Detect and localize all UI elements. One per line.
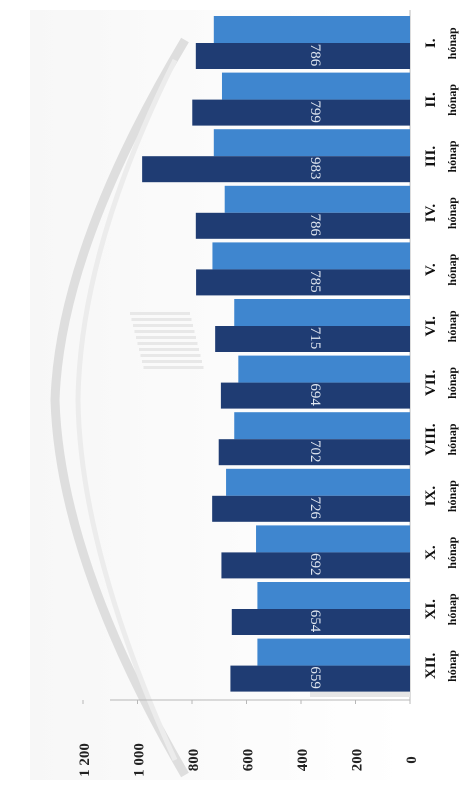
data-label: 799: [307, 100, 323, 123]
category-label-numeral: VIII.: [423, 423, 439, 455]
bar-series2: [226, 468, 410, 496]
bar-series2: [257, 638, 410, 666]
category-label-numeral: III.: [423, 146, 439, 168]
value-tick-label: 0: [404, 756, 420, 764]
background-stripe: [140, 354, 201, 357]
data-label: 692: [307, 553, 323, 576]
value-tick-label: 800: [186, 749, 202, 772]
bar-series1: [231, 609, 410, 635]
bar-series1: [192, 99, 410, 126]
bar-series2: [234, 412, 410, 440]
data-label: 786: [307, 44, 323, 67]
bar-series1: [220, 382, 410, 409]
category-label-numeral: VI.: [423, 316, 439, 337]
category-label-word: hónap: [445, 27, 459, 59]
bar-series1: [215, 326, 410, 352]
data-label: 659: [307, 666, 323, 689]
category-label-numeral: XII.: [423, 653, 439, 680]
value-tick-label: 1 000: [132, 743, 148, 777]
category-label-numeral: IV.: [423, 204, 439, 223]
background-arc: [50, 37, 189, 778]
category-label-word: hónap: [445, 650, 459, 682]
chart-labels: 0 200 400 600 800 1 000 1 200 786 I. hónap 799 II. h…: [77, 27, 459, 777]
data-label: 694: [307, 383, 323, 406]
data-label: 983: [307, 157, 323, 180]
category-label-numeral: VII.: [423, 370, 439, 397]
background-stripe: [133, 324, 193, 327]
background-arc-inner: [75, 58, 178, 762]
value-tick-label: 600: [241, 749, 257, 772]
bar-series1: [195, 43, 410, 69]
bar-series1: [142, 156, 410, 183]
bar-series1: [196, 269, 410, 296]
bar-series2: [257, 582, 410, 609]
category-label-numeral: XI.: [423, 599, 439, 620]
background-stripe: [143, 366, 204, 369]
data-label: 786: [307, 214, 323, 237]
chart-bars: [142, 16, 410, 692]
bar-series2: [213, 129, 410, 157]
category-label-word: hónap: [445, 197, 459, 229]
category-label-numeral: II.: [423, 92, 439, 108]
bar-series1: [221, 552, 410, 579]
category-label-word: hónap: [445, 84, 459, 116]
data-label: 654: [307, 610, 323, 633]
data-label: 702: [307, 440, 323, 463]
bar-series1: [195, 212, 410, 239]
category-label-word: hónap: [445, 593, 459, 625]
data-label: 785: [307, 270, 323, 293]
bar-series2: [234, 299, 410, 326]
background-stripe: [139, 348, 199, 351]
category-label-word: hónap: [445, 310, 459, 342]
category-label-word: hónap: [445, 140, 459, 172]
background-stripe: [134, 330, 195, 333]
data-label: 726: [307, 497, 323, 520]
data-label: 715: [307, 327, 323, 350]
background-stripe: [137, 342, 198, 345]
background-stripe: [136, 336, 196, 339]
bar-series1: [212, 495, 410, 522]
value-tick-label: 200: [350, 749, 366, 772]
category-label-numeral: IX.: [423, 486, 439, 507]
bar-series2: [224, 185, 410, 213]
category-label-numeral: I.: [423, 38, 439, 48]
value-tick-label: 400: [295, 749, 311, 772]
category-label-word: hónap: [445, 367, 459, 399]
bar-series2: [221, 72, 410, 100]
category-label-word: hónap: [445, 536, 459, 568]
category-label-word: hónap: [445, 423, 459, 455]
category-label-numeral: V.: [423, 263, 439, 276]
category-label-numeral: X.: [423, 545, 439, 560]
bar-series1: [230, 665, 410, 692]
bar-series1: [218, 439, 410, 466]
background-stripe: [130, 312, 190, 315]
category-label-word: hónap: [445, 253, 459, 285]
bar-series2: [238, 355, 410, 383]
background-stripe: [131, 318, 192, 321]
background-stripe: [142, 360, 202, 363]
bar-series2: [213, 16, 410, 43]
category-label-word: hónap: [445, 480, 459, 512]
bar-series2: [212, 242, 410, 270]
value-tick-label: 1 200: [77, 743, 93, 777]
bar-series2: [256, 525, 410, 553]
